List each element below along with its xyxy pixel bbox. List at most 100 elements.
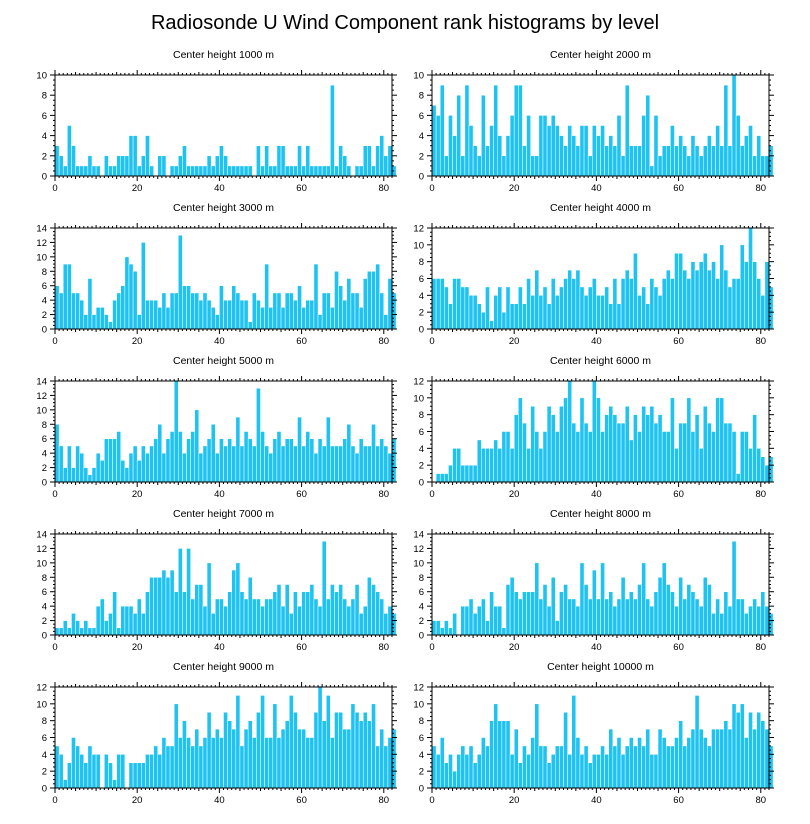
x-tick-label: 40 <box>591 795 602 806</box>
histogram-bar <box>79 754 85 789</box>
histogram-bar <box>542 431 548 483</box>
histogram-bar <box>321 292 327 330</box>
histogram-bar <box>476 605 482 636</box>
x-tick-label: 60 <box>296 183 307 194</box>
histogram-bar <box>583 125 589 177</box>
histogram-bar <box>367 145 372 177</box>
histogram-bar <box>538 295 544 330</box>
x-tick-label: 40 <box>591 489 602 500</box>
histogram-bar <box>698 448 704 483</box>
histogram-bar <box>522 745 527 789</box>
histogram-bar <box>210 307 216 330</box>
histogram-bar <box>452 448 457 483</box>
histogram-bar <box>280 307 286 330</box>
histogram-bar <box>289 613 294 636</box>
histogram-bar <box>305 591 311 636</box>
histogram-bar <box>538 115 544 177</box>
histogram-bar <box>456 754 462 789</box>
histogram-bar <box>136 762 142 789</box>
histogram-bar <box>620 155 626 177</box>
histogram-bar <box>550 278 556 330</box>
histogram-bar <box>559 286 564 330</box>
histogram-bar <box>215 598 220 636</box>
histogram-bar <box>501 431 507 483</box>
y-tick-label: 14 <box>413 530 424 541</box>
histogram-bar <box>136 165 142 177</box>
histogram-bar <box>439 84 445 177</box>
histogram-bar <box>682 422 688 483</box>
histogram-bar <box>145 452 150 483</box>
histogram-bar <box>239 299 245 330</box>
histogram-panel: Center height 4000 m 0 20 40 60 80 0 2 4 6 8 10 12 <box>413 202 774 347</box>
histogram-bar <box>760 720 766 789</box>
histogram-bar <box>67 445 72 483</box>
histogram-bar <box>567 380 572 483</box>
histogram-bar <box>723 269 729 330</box>
histogram-bar <box>178 548 183 636</box>
histogram-bar <box>219 145 224 177</box>
histogram-bar <box>620 422 626 483</box>
histogram-bar <box>522 591 527 636</box>
histogram-bar <box>338 145 343 177</box>
histogram-bar <box>247 577 253 636</box>
histogram-bar <box>289 292 294 330</box>
histogram-bar <box>124 256 130 330</box>
histogram-bar <box>58 292 64 330</box>
histogram-bar <box>157 424 163 483</box>
histogram-bar <box>608 303 614 330</box>
histogram-bar <box>153 299 158 330</box>
histogram-bar <box>321 445 327 483</box>
histogram-bar <box>141 762 146 789</box>
histogram-bar <box>198 452 204 483</box>
histogram-bar <box>756 605 762 636</box>
histogram-bar <box>367 271 372 330</box>
histogram-bar <box>104 754 109 789</box>
histogram-bar <box>439 473 445 483</box>
histogram-bar <box>435 473 441 483</box>
histogram-bar <box>190 292 195 330</box>
histogram-bar <box>649 165 655 177</box>
histogram-bar <box>321 165 327 177</box>
histogram-bar <box>559 135 564 177</box>
histogram-bar <box>633 598 638 636</box>
histogram-bar <box>456 278 462 330</box>
histogram-bar <box>690 728 696 789</box>
histogram-bar <box>268 307 274 330</box>
panel-title: Center height 9000 m <box>173 661 274 673</box>
histogram-bar <box>293 591 298 636</box>
histogram-bar <box>75 745 80 789</box>
histogram-bar <box>600 125 605 177</box>
histogram-bar <box>124 467 130 483</box>
y-tick-label: 6 <box>42 587 47 598</box>
histogram-bar <box>260 165 265 177</box>
histogram-bar <box>735 598 741 636</box>
histogram-bar <box>719 613 725 636</box>
histogram-bar <box>297 605 302 636</box>
histogram-bar <box>153 438 158 483</box>
x-tick-label: 0 <box>52 489 57 500</box>
panel-title: Center height 10000 m <box>547 661 654 673</box>
histogram-bar <box>587 286 593 330</box>
histogram-bar <box>666 431 671 483</box>
histogram-bar <box>518 762 523 789</box>
histogram-bar <box>141 445 146 483</box>
histogram-bar <box>75 445 80 483</box>
x-tick-label: 0 <box>429 336 434 347</box>
y-tick-label: 4 <box>42 750 47 761</box>
histogram-bar <box>54 285 60 330</box>
histogram-bar <box>215 452 220 483</box>
histogram-bar <box>731 278 737 330</box>
histogram-bar <box>67 627 72 636</box>
histogram-bar <box>169 745 175 789</box>
histogram-bar <box>71 145 76 177</box>
histogram-bar <box>534 703 540 789</box>
histogram-bar <box>448 303 453 330</box>
histogram-bar <box>325 416 331 483</box>
histogram-bar <box>485 145 490 177</box>
histogram-bar <box>354 292 360 330</box>
histogram-bar <box>235 695 241 789</box>
x-tick-label: 40 <box>214 795 225 806</box>
histogram-bar <box>653 754 659 789</box>
histogram-bar <box>567 269 572 330</box>
x-tick-label: 60 <box>673 795 684 806</box>
